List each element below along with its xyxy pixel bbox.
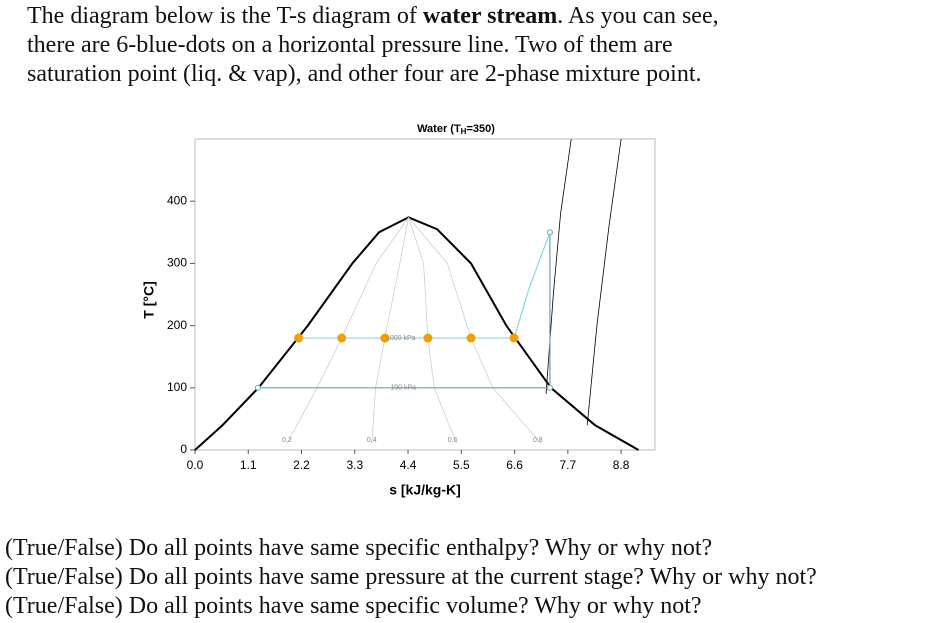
y-tick-label: 400 — [167, 193, 187, 207]
x-tick-label: 1.1 — [240, 458, 257, 472]
y-axis-label: T [°C] — [141, 281, 157, 318]
chart-title: Water (TH=350) — [417, 123, 495, 136]
series-line — [408, 217, 542, 445]
x-tick-label: 6.6 — [506, 458, 523, 472]
y-tick-label: 200 — [167, 318, 187, 332]
series-line — [408, 217, 457, 444]
x-tick-label: 8.8 — [613, 458, 630, 472]
series-line — [286, 217, 409, 444]
title-subscript: H — [461, 127, 467, 136]
text-segment: saturation point (liq. & vap), and other… — [27, 61, 702, 87]
y-tick-label: 100 — [167, 380, 187, 394]
question: (True/False) Do all points have same pre… — [5, 564, 817, 590]
intro-line: The diagram below is the T-s diagram of … — [27, 2, 719, 31]
annotation: 100 kPa — [390, 385, 416, 392]
x-tick-label: 2.2 — [293, 458, 310, 472]
text-segment: The diagram below is the T-s diagram of — [27, 3, 423, 29]
text-segment: . As you can see, — [557, 3, 719, 29]
y-tick-label: 0 — [180, 442, 187, 456]
title-end: =350) — [466, 123, 495, 135]
data-point — [337, 333, 347, 343]
question: (True/False) Do all points have same spe… — [5, 535, 713, 561]
series-line — [298, 232, 551, 339]
x-tick-label: 0.0 — [187, 458, 204, 472]
y-tick-label: 300 — [167, 256, 187, 270]
series-line — [194, 216, 640, 451]
data-point — [254, 384, 261, 391]
x-axis-label: s [kJ/kg-K] — [389, 482, 461, 498]
data-point — [546, 229, 553, 236]
data-point — [546, 384, 553, 391]
series-line — [586, 138, 622, 426]
series-line — [371, 217, 409, 444]
text-segment: water stream — [422, 3, 558, 29]
data-point — [423, 333, 433, 343]
x-tick-label: 5.5 — [453, 458, 470, 472]
data-point — [466, 333, 476, 343]
data-point — [294, 333, 304, 343]
x-tick-label: 7.7 — [559, 458, 576, 472]
annotation: 1000 kPa — [386, 335, 416, 342]
series-line — [257, 232, 551, 389]
text-segment: there are 6-blue-dots on a horizontal pr… — [27, 32, 673, 58]
x-tick-label: 3.3 — [346, 458, 363, 472]
data-point — [380, 333, 390, 343]
annotation: 0.6 — [448, 437, 458, 444]
x-tick-label: 4.4 — [400, 458, 417, 472]
annotation: 0.2 — [282, 437, 292, 444]
intro-paragraph: The diagram below is the T-s diagram of … — [27, 2, 719, 89]
question: (True/False) Do all points have same spe… — [5, 593, 702, 619]
intro-line: saturation point (liq. & vap), and other… — [27, 60, 719, 89]
questions: (True/False) Do all points have same spe… — [5, 534, 817, 621]
annotation: 0.4 — [367, 437, 377, 444]
data-point — [509, 333, 519, 343]
annotation: 0.8 — [533, 437, 543, 444]
title-text: Water (T — [417, 123, 461, 135]
intro-line: there are 6-blue-dots on a horizontal pr… — [27, 31, 719, 60]
plot-frame — [194, 138, 656, 451]
